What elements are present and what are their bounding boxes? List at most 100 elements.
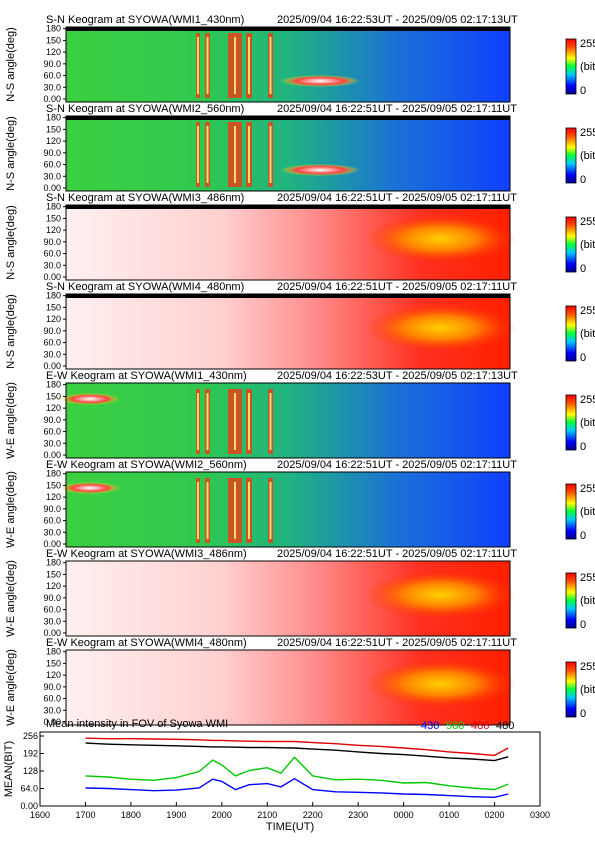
y-tick-label: 0.00 xyxy=(43,717,61,727)
y-tick-label: 180 xyxy=(46,380,61,390)
keogram-time-range: 2025/09/04 16:22:51UT - 2025/09/05 02:17… xyxy=(277,548,517,560)
colorbar-unit: (bit) xyxy=(580,239,595,251)
colorbar-unit: (bit) xyxy=(580,684,595,696)
y-tick-label: 120 xyxy=(46,136,61,146)
auroral-arc-core xyxy=(206,126,209,183)
keogram-panel: S-N Keogram at SYOWA(WMI4_480nm) 2025/09/… xyxy=(5,281,595,371)
y-tick-label: 150 xyxy=(46,391,61,401)
colorbar: 255 (bit) 0 xyxy=(565,305,595,364)
x-tick-label: 0000 xyxy=(394,810,414,820)
y-tick-label: 60.0 xyxy=(43,516,61,526)
colorbar: 255 (bit) 0 xyxy=(565,216,595,275)
y-tick-label: 180 xyxy=(46,647,61,657)
y-tick-label: 192 xyxy=(23,749,38,759)
y-tick-label: 60.0 xyxy=(43,605,61,615)
auroral-arc-core xyxy=(269,393,272,450)
keogram-title: E-W Keogram at SYOWA(WMI2_560nm) xyxy=(46,459,247,471)
colorbar: 255 (bit) 0 xyxy=(565,661,595,720)
keogram-frame xyxy=(65,293,511,370)
emission-region xyxy=(365,214,515,263)
y-tick-label: 120 xyxy=(46,492,61,502)
legend-entry: 486 xyxy=(471,720,489,732)
x-tick-label: 1900 xyxy=(166,810,186,820)
y-axis-label: W-E angle(deg) xyxy=(5,471,17,548)
colorbar-scale xyxy=(565,127,577,184)
y-axis-label: N-S angle(deg) xyxy=(5,294,17,369)
keogram-frame xyxy=(65,649,511,726)
moon-trace xyxy=(280,75,360,87)
y-tick-label: 120 xyxy=(46,581,61,591)
colorbar-max: 255 xyxy=(580,305,595,317)
x-tick-label: 2200 xyxy=(303,810,323,820)
auroral-arc-core xyxy=(197,37,199,94)
colorbar-unit: (bit) xyxy=(580,595,595,607)
colorbar: 255 (bit) 0 xyxy=(565,127,595,186)
auroral-arc-core xyxy=(248,126,250,183)
y-tick-label: 0.00 xyxy=(43,450,61,460)
keogram-title: E-W Keogram at SYOWA(WMI4_480nm) xyxy=(46,637,247,649)
y-tick-label: 0.00 xyxy=(20,801,38,811)
legend-entry: 560 xyxy=(446,720,464,732)
horizon-mask xyxy=(66,116,510,120)
y-tick-label: 0.00 xyxy=(43,183,61,193)
mean-intensity-chart: Mean intensity in FOV of Syowa WMI 1600 17… xyxy=(3,718,550,833)
y-tick-label: 150 xyxy=(46,35,61,45)
y-axis-label: W-E angle(deg) xyxy=(5,560,17,637)
colorbar-max: 255 xyxy=(580,572,595,584)
colorbar-max: 255 xyxy=(580,483,595,495)
colorbar-min: 0 xyxy=(580,530,586,542)
auroral-arc-core xyxy=(197,393,199,450)
keogram-panel: S-N Keogram at SYOWA(WMI3_486nm) 2025/09/… xyxy=(5,192,595,282)
colorbar-min: 0 xyxy=(580,85,586,97)
keogram-panel: E-W Keogram at SYOWA(WMI3_486nm) 2025/09/… xyxy=(5,548,595,638)
colorbar-min: 0 xyxy=(580,441,586,453)
auroral-arc-core xyxy=(269,482,272,539)
keogram-time-range: 2025/09/04 16:22:51UT - 2025/09/05 02:17… xyxy=(277,637,517,649)
series-line xyxy=(85,737,509,757)
keogram-title: E-W Keogram at SYOWA(WMI1_430nm) xyxy=(46,370,247,382)
horizon-mask xyxy=(66,294,510,298)
x-tick-label: 1700 xyxy=(75,810,95,820)
auroral-arc-core xyxy=(234,482,236,539)
y-tick-label: 30.0 xyxy=(43,171,61,181)
y-tick-label: 180 xyxy=(46,24,61,34)
x-tick-label: 0200 xyxy=(485,810,505,820)
colorbar-max: 255 xyxy=(580,127,595,139)
y-tick-label: 60.0 xyxy=(43,249,61,259)
y-tick-label: 30.0 xyxy=(43,82,61,92)
keogram-title: E-W Keogram at SYOWA(WMI3_486nm) xyxy=(46,548,247,560)
keogram-time-range: 2025/09/04 16:22:51UT - 2025/09/05 02:17… xyxy=(277,103,517,115)
y-tick-label: 120 xyxy=(46,670,61,680)
keogram-panel: E-W Keogram at SYOWA(WMI4_480nm) 2025/09/… xyxy=(5,637,595,727)
colorbar-min: 0 xyxy=(580,352,586,364)
keogram-panel: S-N Keogram at SYOWA(WMI2_560nm) 2025/09/… xyxy=(5,103,595,193)
y-tick-label: 120 xyxy=(46,225,61,235)
x-tick-label: 2000 xyxy=(212,810,232,820)
keogram-frame xyxy=(65,382,511,459)
colorbar-scale xyxy=(565,305,577,362)
keogram-title: S-N Keogram at SYOWA(WMI3_486nm) xyxy=(46,192,244,204)
y-axis-label: W-E angle(deg) xyxy=(5,382,17,459)
moon-trace xyxy=(280,164,360,176)
keogram-image xyxy=(66,383,510,458)
x-tick-label: 1800 xyxy=(121,810,141,820)
keogram-title: S-N Keogram at SYOWA(WMI1_430nm) xyxy=(46,14,244,26)
colorbar-scale xyxy=(565,38,577,95)
keogram-image xyxy=(66,472,510,547)
colorbar-unit: (bit) xyxy=(580,150,595,162)
y-tick-label: 30.0 xyxy=(43,260,61,270)
keogram-frame xyxy=(65,560,511,637)
y-tick-label: 60.0 xyxy=(43,694,61,704)
legend-entry: 430 xyxy=(421,720,439,732)
y-tick-label: 0.00 xyxy=(43,539,61,549)
y-tick-label: 150 xyxy=(46,658,61,668)
y-tick-label: 30.0 xyxy=(43,527,61,537)
y-tick-label: 180 xyxy=(46,469,61,479)
y-tick-label: 0.00 xyxy=(43,628,61,638)
y-tick-label: 90.0 xyxy=(43,682,61,692)
colorbar-unit: (bit) xyxy=(580,328,595,340)
keogram-time-range: 2025/09/04 16:22:51UT - 2025/09/05 02:17… xyxy=(277,459,517,471)
y-tick-label: 90.0 xyxy=(43,593,61,603)
keogram-frame xyxy=(65,26,511,103)
